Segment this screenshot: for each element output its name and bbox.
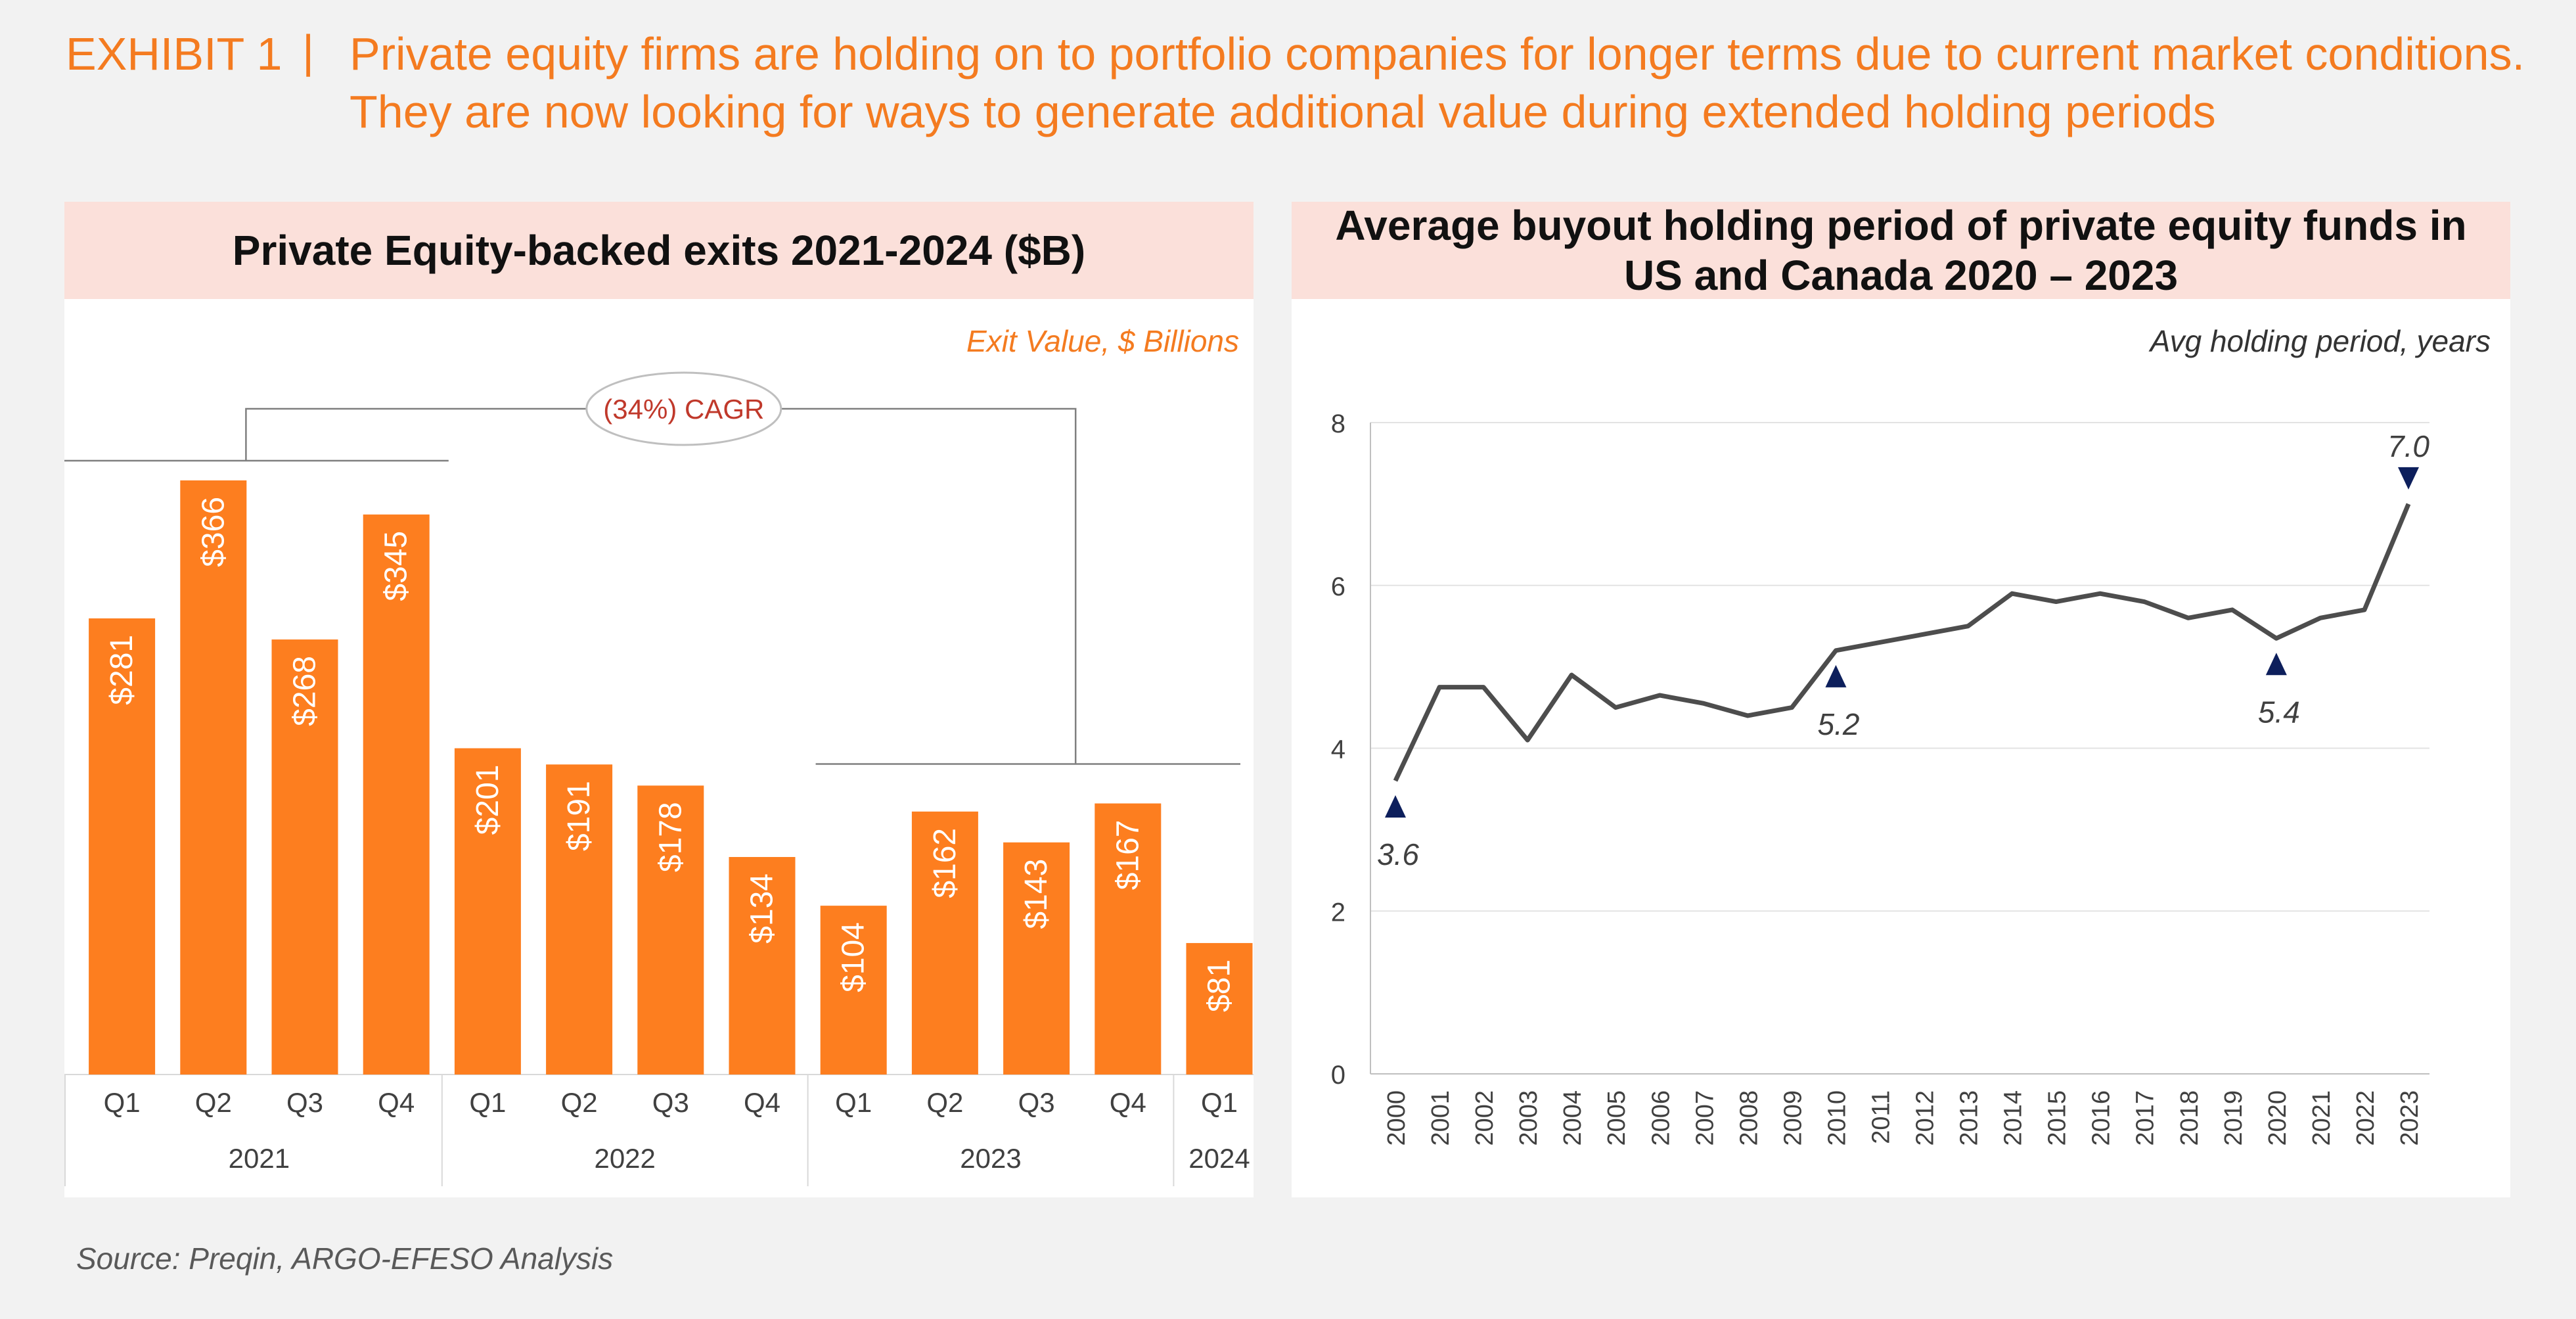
- x-tick-label: 2018: [2176, 1090, 2203, 1146]
- category-label: Q2: [195, 1087, 232, 1118]
- bar-2: [180, 480, 247, 1075]
- exhibit-title: Private equity firms are holding on to p…: [350, 28, 2525, 137]
- x-tick-label: 2011: [1867, 1090, 1895, 1144]
- x-tick-label: 2023: [2396, 1090, 2424, 1146]
- source-note: Source: Preqin, ARGO-EFESO Analysis: [76, 1241, 614, 1276]
- x-tick-label: 2005: [1603, 1090, 1631, 1146]
- y-tick-label: 6: [1331, 572, 1345, 601]
- callout-label: 3.6: [1377, 837, 1419, 871]
- bar-value-label: $104: [836, 922, 871, 992]
- exits-chart-title: Private Equity-backed exits 2021-2024 ($…: [64, 202, 1254, 299]
- x-tick-label: 2016: [2088, 1090, 2115, 1146]
- bar-value-label: $167: [1110, 820, 1145, 891]
- x-tick-label: 2006: [1647, 1090, 1675, 1146]
- bar-6: [546, 764, 613, 1075]
- holding-period-unit-note: Avg holding period, years: [2150, 324, 2491, 358]
- bar-4: [363, 514, 430, 1075]
- y-tick-label: 8: [1331, 409, 1345, 438]
- y-tick-label: 4: [1331, 735, 1345, 764]
- category-label: Q1: [835, 1087, 872, 1118]
- exits-unit-note: Exit Value, $ Billions: [966, 324, 1239, 358]
- bar-value-label: $143: [1019, 859, 1054, 929]
- bar-value-label: $201: [470, 765, 505, 835]
- year-group-label: 2024: [1188, 1143, 1250, 1174]
- cagr-badge: [585, 371, 782, 446]
- x-tick-label: 2021: [2308, 1090, 2336, 1146]
- bar-value-label: $366: [196, 497, 231, 567]
- x-tick-label: 2000: [1383, 1090, 1411, 1146]
- x-tick-label: 2013: [1956, 1090, 1983, 1146]
- category-label: Q1: [469, 1087, 506, 1118]
- bar-3: [271, 639, 338, 1075]
- x-tick-label: 2004: [1559, 1090, 1587, 1146]
- holding-period-panel: Average buyout holding period of private…: [1292, 202, 2510, 1197]
- callout-label: 5.4: [2258, 695, 2300, 729]
- callout-label: 7.0: [2387, 429, 2429, 463]
- x-tick-label: 2003: [1515, 1090, 1543, 1146]
- x-tick-label: 2010: [1823, 1090, 1851, 1146]
- x-tick-label: 2020: [2264, 1090, 2292, 1146]
- callout-marker-up: [1385, 795, 1406, 818]
- holding-period-line: [1393, 503, 2411, 782]
- callout-marker-down: [2398, 467, 2419, 490]
- callout-marker-up: [1825, 664, 1847, 687]
- category-label: Q4: [1110, 1087, 1146, 1118]
- category-label: Q3: [286, 1087, 323, 1118]
- bar-value-label: $134: [745, 873, 780, 944]
- bar-9: [820, 906, 887, 1075]
- x-tick-label: 2019: [2220, 1090, 2248, 1146]
- x-tick-label: 2017: [2132, 1090, 2159, 1146]
- x-tick-label: 2008: [1735, 1090, 1763, 1146]
- x-tick-label: 2009: [1779, 1090, 1807, 1146]
- y-tick-label: 0: [1331, 1061, 1345, 1090]
- bar-10: [911, 811, 978, 1075]
- category-label: Q1: [1201, 1087, 1238, 1118]
- bar-value-label: $191: [562, 781, 597, 851]
- exits-panel: Private Equity-backed exits 2021-2024 ($…: [64, 202, 1254, 1197]
- category-label: Q3: [1018, 1087, 1055, 1118]
- year-group-label: 2021: [229, 1143, 290, 1174]
- bar-11: [1003, 842, 1070, 1075]
- bar-value-label: $162: [928, 828, 962, 898]
- category-label: Q2: [561, 1087, 598, 1118]
- year-group-label: 2023: [960, 1143, 1021, 1174]
- category-label: Q4: [744, 1087, 780, 1118]
- holding-period-line-chart: 0 2 4 6 8 2000 2001 2002 2003 2004 2005 2006 2007 200…: [1331, 409, 2430, 1146]
- bar-value-label: $268: [288, 656, 323, 726]
- x-tick-label: 2022: [2352, 1090, 2380, 1146]
- category-label: Q2: [926, 1087, 963, 1118]
- x-tick-label: 2002: [1471, 1090, 1499, 1146]
- category-label: Q3: [652, 1087, 689, 1118]
- bar-7: [637, 785, 704, 1075]
- cagr-label: (34%) CAGR: [603, 394, 764, 425]
- x-tick-label: 2014: [2000, 1090, 2027, 1146]
- x-tick-label: 2001: [1427, 1090, 1455, 1146]
- exhibit-separator: |: [302, 26, 315, 77]
- bar-1: [89, 618, 156, 1075]
- exits-bar-chart: $281 Q1 $366 Q2 $268 Q3 $345 Q4 $201 Q1 $191 Q2 $178…: [64, 371, 1254, 1186]
- y-tick-label: 2: [1331, 898, 1345, 927]
- bar-value-label: $345: [379, 531, 414, 601]
- bar-value-label: $178: [653, 802, 688, 872]
- bar-13: [1186, 942, 1253, 1075]
- holding-period-chart-title: Average buyout holding period of private…: [1292, 202, 2510, 299]
- bar-12: [1095, 803, 1162, 1075]
- bar-value-label: $281: [104, 635, 139, 705]
- x-tick-label: 2007: [1691, 1090, 1719, 1146]
- x-tick-label: 2012: [1912, 1090, 1939, 1146]
- category-label: Q4: [378, 1087, 415, 1118]
- callout-marker-up: [2265, 653, 2287, 676]
- exhibit-label: EXHIBIT 1: [66, 28, 282, 80]
- bar-8: [729, 857, 796, 1075]
- bar-value-label: $81: [1202, 960, 1237, 1012]
- category-label: Q1: [104, 1087, 141, 1118]
- year-group-label: 2022: [594, 1143, 655, 1174]
- x-tick-label: 2015: [2044, 1090, 2071, 1146]
- bar-5: [454, 748, 521, 1075]
- callout-label: 5.2: [1817, 707, 1859, 741]
